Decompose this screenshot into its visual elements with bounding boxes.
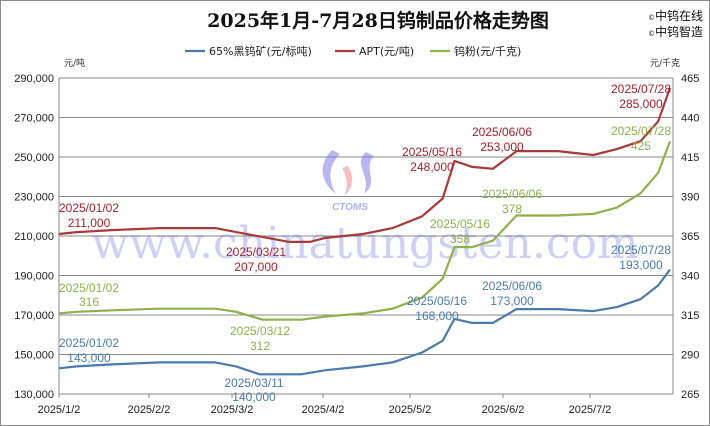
annotation-value: 193,000 <box>619 258 663 272</box>
left-axis-tick: 290,000 <box>14 73 54 85</box>
annotation-date: 2025/06/06 <box>482 187 542 201</box>
right-axis-tick: 365 <box>681 231 699 243</box>
annotation-date: 2025/07/28 <box>611 243 671 257</box>
left-axis-tick: 210,000 <box>14 231 54 243</box>
annotation-value: 425 <box>631 139 651 153</box>
x-axis-tick: 2025/7/2 <box>569 404 612 416</box>
data-annotations: 2025/01/02143,0002025/03/11140,0002025/0… <box>59 82 671 404</box>
legend-label: APT(元/吨) <box>359 45 414 58</box>
ctoms-logo-icon: CTOMS <box>322 150 374 213</box>
annotation-date: 2025/03/11 <box>224 376 283 390</box>
right-axis-tick: 315 <box>681 310 699 322</box>
legend-item: APT(元/吨) <box>335 45 414 58</box>
x-axis-tick: 2025/4/2 <box>302 404 345 416</box>
annotation-value: 248,000 <box>410 160 454 174</box>
annotation-value: 168,000 <box>415 309 459 323</box>
annotation-value: 312 <box>250 339 270 353</box>
annotation-value: 207,000 <box>234 260 278 274</box>
right-axis-tick: 265 <box>681 389 699 401</box>
annotation-date: 2025/03/21 <box>226 245 286 259</box>
right-axis-tick: 440 <box>681 113 699 125</box>
watermark-text: www.chinatungsten.com <box>91 218 638 269</box>
right-axis-tick: 390 <box>681 192 699 204</box>
annotation-date: 2025/05/16 <box>407 294 467 308</box>
legend-label: 65%黑钨矿(元/标吨) <box>209 44 312 58</box>
left-axis-tick: 270,000 <box>14 113 54 125</box>
x-axis-tick: 2025/2/2 <box>128 404 171 416</box>
annotation-date: 2025/01/02 <box>59 336 119 350</box>
brand-line-2: ©中钨智造 <box>648 24 703 39</box>
series-line <box>58 140 672 321</box>
annotation-value: 316 <box>79 295 99 309</box>
legend-item: 钨粉(元/千克) <box>430 45 521 58</box>
annotation-value: 140,000 <box>232 390 276 404</box>
chart-title: 2025年1月-7月28日钨制品价格走势图 <box>207 9 549 32</box>
series-line <box>58 87 672 243</box>
annotation-date: 2025/01/02 <box>59 281 119 295</box>
axes: 290,000 465 270,000 440 250,000 415 230,000 390… <box>14 73 699 416</box>
x-axis-tick: 2025/6/2 <box>482 404 525 416</box>
series-line <box>58 268 671 376</box>
x-axis-tick: 2025/5/2 <box>389 404 432 416</box>
annotation-date: 2025/06/06 <box>472 125 532 139</box>
left-axis-tick: 190,000 <box>14 271 54 283</box>
annotation-date: 2025/05/16 <box>402 145 462 159</box>
x-axis-tick: 2025/3/2 <box>211 404 254 416</box>
annotation-date: 2025/07/28 <box>611 124 671 138</box>
legend-label: 钨粉(元/千克) <box>454 45 521 58</box>
right-axis-tick: 340 <box>681 271 699 283</box>
series-lines <box>58 87 672 376</box>
left-axis-tick: 150,000 <box>14 350 54 362</box>
watermark: CTOMS www.chinatungsten.com <box>91 150 639 269</box>
left-axis-tick: 130,000 <box>14 389 54 401</box>
annotation-value: 358 <box>450 232 470 246</box>
left-axis-tick: 230,000 <box>14 192 54 204</box>
annotation-value: 378 <box>502 202 522 216</box>
right-axis-tick: 415 <box>681 152 699 164</box>
annotation-value: 173,000 <box>490 294 534 308</box>
svg-text:CTOMS: CTOMS <box>332 202 368 213</box>
annotation-value: 285,000 <box>619 97 663 111</box>
annotation-date: 2025/01/02 <box>59 201 119 215</box>
annotation-date: 2025/06/06 <box>482 279 542 293</box>
right-axis-tick: 465 <box>681 73 699 85</box>
annotation-value: 253,000 <box>480 140 524 154</box>
brand-block: ©中钨在线 ©中钨智造 <box>648 8 703 39</box>
left-axis-tick: 170,000 <box>14 310 54 322</box>
brand-line-1: ©中钨在线 <box>648 8 703 23</box>
right-axis-unit: 元/千克 <box>650 58 680 69</box>
annotation-date: 2025/05/16 <box>430 217 490 231</box>
annotation-value: 143,000 <box>67 351 111 365</box>
annotation-value: 211,000 <box>68 216 111 230</box>
right-axis-tick: 290 <box>681 350 699 362</box>
annotation-date: 2025/03/12 <box>230 324 290 338</box>
left-axis-tick: 250,000 <box>14 152 54 164</box>
legend: 65%黑钨矿(元/标吨) APT(元/吨) 钨粉(元/千克) <box>185 44 521 58</box>
left-axis-unit: 元/吨 <box>64 57 85 69</box>
legend-item: 65%黑钨矿(元/标吨) <box>185 44 312 58</box>
x-axis-tick: 2025/1/2 <box>38 404 81 416</box>
annotation-date: 2025/07/28 <box>611 82 671 96</box>
